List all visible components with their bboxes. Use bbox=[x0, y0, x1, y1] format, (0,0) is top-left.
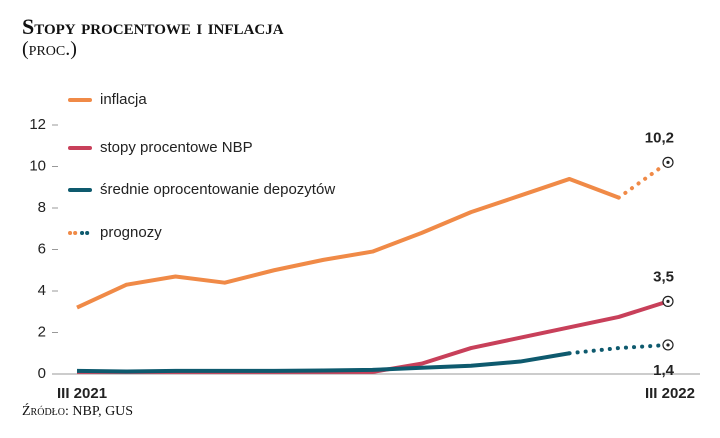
end-label: 1,4 bbox=[653, 362, 675, 379]
line bbox=[76, 351, 570, 374]
legend-label: stopy procentowe NBP bbox=[100, 139, 253, 156]
y-tick-label: 12 bbox=[29, 116, 46, 133]
forecast-line bbox=[616, 160, 670, 200]
y-tick-label: 0 bbox=[38, 365, 46, 382]
chart-title: Stopy procentowe i inflacja bbox=[22, 14, 284, 39]
legend-label: prognozy bbox=[100, 224, 162, 241]
end-label: 3,5 bbox=[653, 268, 674, 285]
line bbox=[77, 299, 669, 374]
y-tick-label: 8 bbox=[38, 199, 46, 216]
line bbox=[76, 176, 620, 310]
end-marker-dot bbox=[666, 343, 670, 347]
source: Źródło: NBP, GUS bbox=[22, 404, 134, 419]
y-tick-label: 6 bbox=[38, 240, 46, 257]
end-label: 10,2 bbox=[645, 129, 674, 146]
end-marker-dot bbox=[666, 299, 670, 303]
x-tick-label: III 2022 bbox=[645, 385, 695, 400]
y-tick-label: 10 bbox=[29, 157, 46, 174]
end-marker-dot bbox=[666, 160, 670, 164]
forecast-line bbox=[567, 342, 670, 356]
legend-label: średnie oprocentowanie depozytów bbox=[100, 181, 335, 198]
y-tick-label: 4 bbox=[38, 282, 46, 299]
legend-label: inflacja bbox=[100, 91, 147, 108]
chart: 0 2 4 6 8 10 12 III 2021 III 2022 10,2 3,5 1,4 infla… bbox=[29, 91, 700, 400]
y-tick-label: 2 bbox=[38, 323, 46, 340]
chart-subtitle: (proc.) bbox=[22, 38, 77, 60]
x-tick-label: III 2021 bbox=[57, 385, 107, 400]
